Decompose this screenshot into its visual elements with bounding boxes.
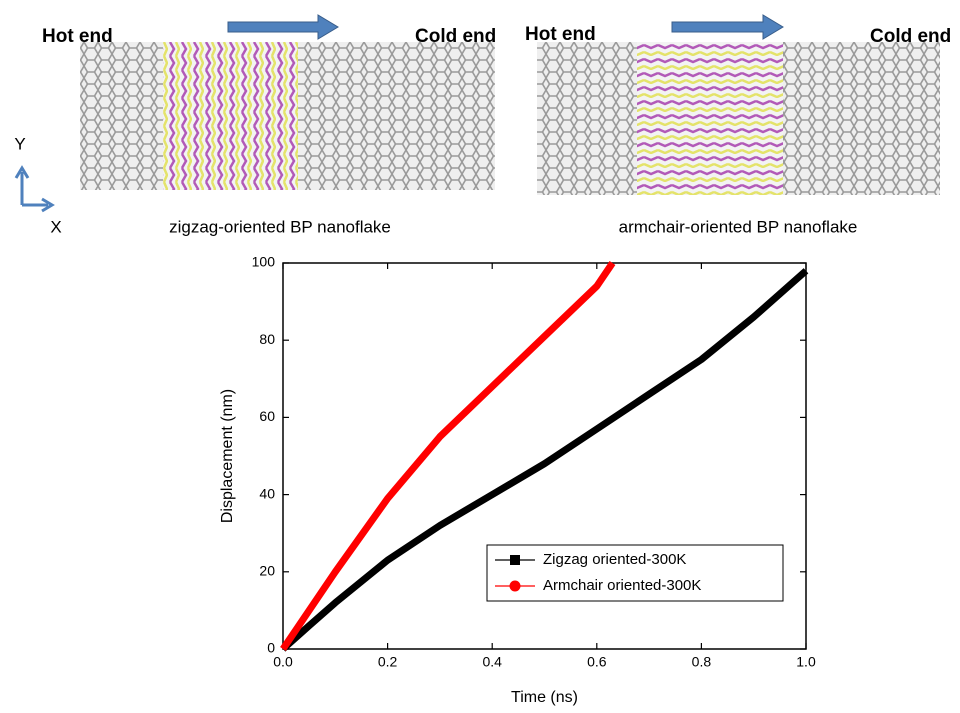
armchair-region: [637, 42, 783, 195]
hot-end-label: Hot end: [525, 24, 596, 45]
x-tick-label: 0.8: [692, 654, 712, 670]
y-axis-icon-label: Y: [14, 134, 25, 153]
y-tick-label: 100: [252, 254, 276, 270]
hot-end-label: Hot end: [42, 26, 113, 47]
image-caption: zigzag-oriented BP nanoflake: [169, 217, 391, 236]
y-tick-label: 80: [259, 331, 275, 347]
x-tick-label: 0.6: [587, 654, 607, 670]
y-axis-title: Displacement (nm): [219, 389, 236, 523]
data-line: [280, 268, 809, 652]
y-tick-label: 0: [267, 640, 275, 656]
x-tick-label: 0.4: [482, 654, 502, 670]
x-tick-label: 1.0: [796, 654, 816, 670]
data-line: [280, 261, 616, 651]
x-axis-title: Time (ns): [511, 689, 578, 706]
y-tick-label: 40: [259, 485, 275, 501]
cold-end-label: Cold end: [415, 26, 496, 47]
x-tick-label: 0.2: [378, 654, 398, 670]
y-tick-label: 60: [259, 408, 275, 424]
cold-end-label: Cold end: [870, 26, 951, 47]
zigzag-region: [163, 42, 298, 190]
y-direction: [14, 165, 30, 205]
x-axis-icon-label: X: [50, 217, 61, 236]
legend-box: [486, 544, 784, 602]
legend-marker: [509, 580, 521, 592]
direction-arrow: [671, 14, 784, 40]
x-tick-label: 0.0: [273, 654, 293, 670]
image-caption: armchair-oriented BP nanoflake: [619, 217, 858, 236]
x-direction: [22, 197, 55, 213]
y-tick-label: 20: [259, 563, 275, 579]
legend-marker: [510, 555, 520, 565]
legend-label: Armchair oriented-300K: [543, 577, 701, 594]
direction-arrow: [227, 14, 339, 40]
legend-label: Zigzag oriented-300K: [543, 551, 686, 568]
